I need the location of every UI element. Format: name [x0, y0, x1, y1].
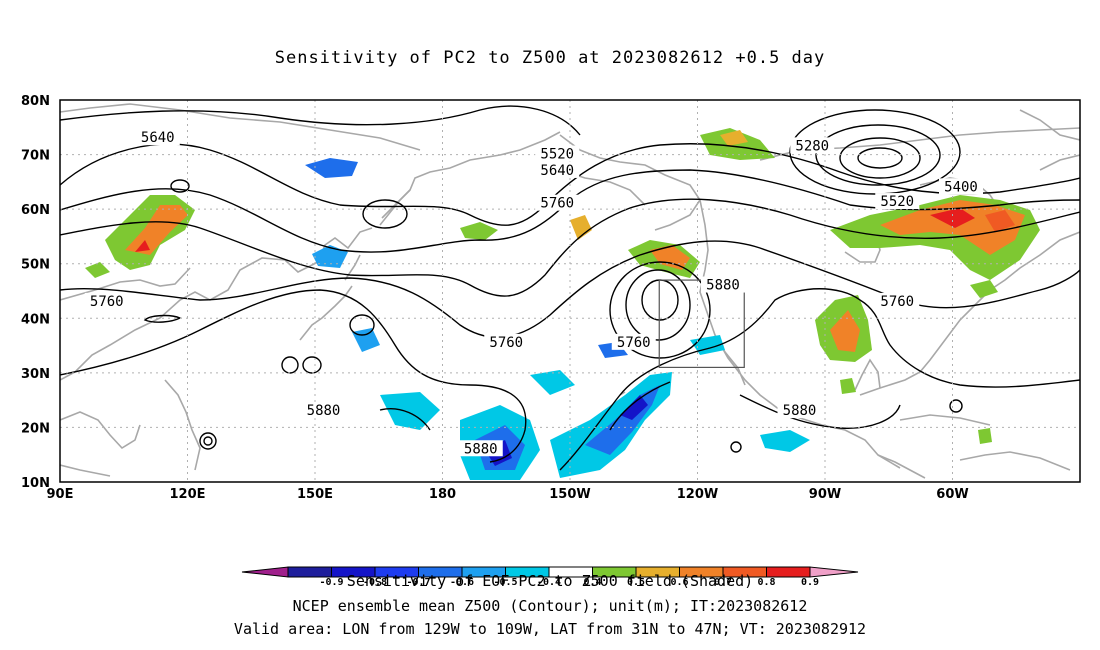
lon-label: 90W — [809, 487, 841, 502]
colorbar-tick-label: -0.9 — [319, 577, 343, 588]
colorbar-tick-label: -0.6 — [450, 577, 474, 588]
svg-text:5880: 5880 — [783, 403, 817, 419]
lat-label: 70N — [21, 149, 50, 164]
lat-label: 30N — [21, 367, 50, 382]
footer-line-valid-area: Valid area: LON from 129W to 109W, LAT f… — [233, 620, 867, 638]
contour-label: 5520 — [535, 145, 580, 163]
colorbar-tick-label: 0.8 — [757, 577, 775, 588]
svg-text:5520: 5520 — [880, 194, 914, 210]
svg-text:5640: 5640 — [141, 130, 175, 146]
contour-label: 5880 — [458, 440, 503, 457]
lat-label: 80N — [21, 94, 50, 109]
contour-label: 5400 — [939, 178, 983, 195]
colorbar-tick-label: 0.6 — [670, 577, 688, 588]
lat-label: 50N — [21, 258, 50, 273]
colorbar-tick-label: -0.8 — [363, 577, 387, 588]
contour-label: 5280 — [790, 137, 835, 154]
contour-label: 5880 — [777, 402, 822, 419]
svg-text:5280: 5280 — [795, 138, 829, 154]
contour-label: 5760 — [484, 333, 529, 351]
contour-label: 5640 — [535, 161, 580, 179]
colorbar-tick-label: -0.4 — [537, 577, 561, 588]
contour-label: 5760 — [611, 333, 656, 351]
lat-label: 40N — [21, 312, 50, 327]
contour-label: 5880 — [701, 276, 745, 294]
svg-text:5640: 5640 — [540, 163, 574, 179]
svg-text:5880: 5880 — [706, 278, 740, 294]
footer-line-contour: NCEP ensemble mean Z500 (Contour); unit(… — [292, 597, 808, 615]
contour-label: 5760 — [535, 194, 580, 212]
contour-label: 5760 — [84, 292, 129, 310]
z500-contours — [60, 105, 1080, 471]
svg-text:5760: 5760 — [489, 335, 523, 351]
lon-label: 120W — [677, 487, 718, 502]
plot-frame — [59, 99, 1081, 483]
colorbar-tick-label: 0.4 — [583, 577, 601, 588]
svg-text:5760: 5760 — [90, 294, 124, 310]
colorbar-tick-label: 0.7 — [714, 577, 732, 588]
lon-label: 120E — [169, 487, 205, 502]
lat-label: 60N — [21, 203, 50, 218]
lat-label: 20N — [21, 421, 50, 436]
contour-label: 5760 — [875, 292, 920, 310]
lat-label: 10N — [21, 476, 50, 491]
contour-label: 5520 — [875, 193, 920, 210]
contour-label: 5640 — [135, 129, 180, 146]
colorbar-right-arrow — [809, 566, 859, 578]
svg-text:5760: 5760 — [617, 335, 651, 351]
footer-line-shading: Sensitivity of EOF PC2 to Z500 field (Sh… — [346, 572, 754, 590]
svg-text:5880: 5880 — [464, 441, 498, 457]
colorbar-tick-label: 0.5 — [627, 577, 645, 588]
lon-label: 150W — [549, 487, 590, 502]
lon-label: 60W — [936, 487, 968, 502]
lon-label: 90E — [47, 487, 74, 502]
colorbar-tick-label: -0.7 — [406, 577, 430, 588]
latitude-labels: 80N 70N 60N 50N 40N 30N 20N 10N — [21, 94, 50, 491]
svg-text:5400: 5400 — [944, 179, 978, 195]
contour-label: 5880 — [301, 402, 346, 419]
svg-text:5760: 5760 — [880, 294, 914, 310]
lon-label: 150E — [297, 487, 333, 502]
longitude-labels: 90E 120E 150E 180 150W 120W 90W 60W — [47, 487, 969, 502]
svg-text:5880: 5880 — [307, 403, 341, 419]
chart-title: Sensitivity of PC2 to Z500 at 2023082612… — [274, 48, 826, 68]
lon-label: 180 — [429, 487, 456, 502]
svg-text:5520: 5520 — [540, 147, 574, 163]
colorbar-tick-label: -0.5 — [493, 577, 517, 588]
colorbar: -0.9 -0.8 -0.7 -0.6 -0.5 -0.4 0.4 0.5 0.6 0.7 0.8 0… — [241, 566, 859, 588]
colorbar-tick-label: 0.9 — [801, 577, 819, 588]
svg-text:5760: 5760 — [540, 196, 574, 212]
